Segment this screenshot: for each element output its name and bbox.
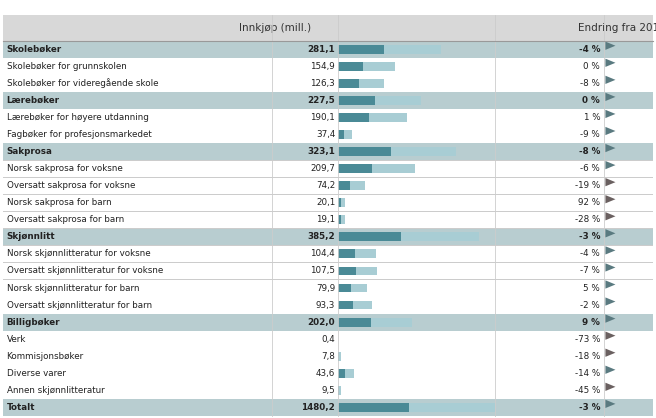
Text: 1 %: 1 % (584, 113, 600, 122)
Text: 0,4: 0,4 (321, 335, 335, 344)
Text: -4 %: -4 % (581, 250, 600, 258)
Text: Sakprosa: Sakprosa (7, 147, 52, 156)
Polygon shape (605, 178, 615, 186)
Text: 9 %: 9 % (583, 318, 600, 326)
Text: Oversatt sakprosa for voksne: Oversatt sakprosa for voksne (7, 181, 135, 190)
Text: 107,5: 107,5 (310, 266, 335, 275)
Text: Innkjøp (mill.): Innkjøp (mill.) (239, 23, 312, 33)
Text: Norsk sakprosa for voksne: Norsk sakprosa for voksne (7, 164, 122, 173)
Text: 20,1: 20,1 (316, 198, 335, 207)
Polygon shape (605, 76, 615, 84)
Polygon shape (605, 127, 615, 135)
Text: 385,2: 385,2 (308, 232, 335, 241)
Polygon shape (605, 314, 615, 323)
Text: -7 %: -7 % (581, 266, 600, 275)
Text: 0 %: 0 % (583, 96, 600, 105)
Polygon shape (605, 144, 615, 152)
Polygon shape (605, 298, 615, 306)
Text: Diverse varer: Diverse varer (7, 369, 66, 378)
Text: -45 %: -45 % (575, 386, 600, 395)
Text: Lærebøker for høyere utdanning: Lærebøker for høyere utdanning (7, 113, 148, 122)
Text: Billigbøker: Billigbøker (7, 318, 60, 326)
Polygon shape (605, 349, 615, 357)
Text: -4 %: -4 % (579, 45, 600, 54)
Text: -8 %: -8 % (579, 147, 600, 156)
Text: Endring fra 2015: Endring fra 2015 (578, 23, 656, 33)
Text: -14 %: -14 % (575, 369, 600, 378)
Text: -6 %: -6 % (581, 164, 600, 173)
Text: 7,8: 7,8 (321, 352, 335, 361)
Text: -28 %: -28 % (575, 215, 600, 224)
Text: Norsk sakprosa for barn: Norsk sakprosa for barn (7, 198, 111, 207)
Text: Fagbøker for profesjonsmarkedet: Fagbøker for profesjonsmarkedet (7, 130, 152, 139)
Polygon shape (605, 366, 615, 374)
Polygon shape (605, 246, 615, 255)
Text: Totalt: Totalt (7, 403, 35, 412)
Text: 281,1: 281,1 (308, 45, 335, 54)
Text: 104,4: 104,4 (310, 250, 335, 258)
Text: 19,1: 19,1 (316, 215, 335, 224)
Polygon shape (605, 59, 615, 67)
Polygon shape (605, 93, 615, 101)
Text: -9 %: -9 % (581, 130, 600, 139)
Text: Verk: Verk (7, 335, 26, 344)
Text: 227,5: 227,5 (308, 96, 335, 105)
Text: Oversatt skjønnlitteratur for voksne: Oversatt skjønnlitteratur for voksne (7, 266, 163, 275)
Text: 323,1: 323,1 (308, 147, 335, 156)
Text: 154,9: 154,9 (310, 62, 335, 71)
Polygon shape (605, 212, 615, 220)
Text: Norsk skjønnlitteratur for barn: Norsk skjønnlitteratur for barn (7, 283, 139, 293)
Text: -8 %: -8 % (581, 79, 600, 88)
Text: Oversatt sakprosa for barn: Oversatt sakprosa for barn (7, 215, 124, 224)
Text: -19 %: -19 % (575, 181, 600, 190)
Text: Oversatt skjønnlitteratur for barn: Oversatt skjønnlitteratur for barn (7, 301, 152, 310)
Text: Annen skjønnlitteratur: Annen skjønnlitteratur (7, 386, 104, 395)
Text: 202,0: 202,0 (308, 318, 335, 326)
Polygon shape (605, 263, 615, 272)
Text: 190,1: 190,1 (310, 113, 335, 122)
Text: 43,6: 43,6 (316, 369, 335, 378)
Text: -3 %: -3 % (579, 403, 600, 412)
Text: Skolebøker for grunnskolen: Skolebøker for grunnskolen (7, 62, 127, 71)
Text: Skolebøker for videregående skole: Skolebøker for videregående skole (7, 79, 158, 88)
Text: Kommisjonsbøker: Kommisjonsbøker (7, 352, 84, 361)
Polygon shape (605, 195, 615, 203)
Polygon shape (605, 400, 615, 408)
Polygon shape (605, 383, 615, 391)
Text: 74,2: 74,2 (316, 181, 335, 190)
Text: 79,9: 79,9 (316, 283, 335, 293)
Text: 126,3: 126,3 (310, 79, 335, 88)
Text: Lærebøker: Lærebøker (7, 96, 60, 105)
Polygon shape (605, 280, 615, 288)
Text: 1480,2: 1480,2 (302, 403, 335, 412)
Text: 37,4: 37,4 (316, 130, 335, 139)
Text: -2 %: -2 % (581, 301, 600, 310)
Polygon shape (605, 42, 615, 50)
Text: 93,3: 93,3 (316, 301, 335, 310)
Text: Skjønnlitt: Skjønnlitt (7, 232, 55, 241)
Text: 9,5: 9,5 (321, 386, 335, 395)
Polygon shape (605, 161, 615, 169)
Polygon shape (605, 110, 615, 118)
Text: 5 %: 5 % (583, 283, 600, 293)
Text: 92 %: 92 % (578, 198, 600, 207)
Polygon shape (605, 331, 615, 340)
Text: Norsk skjønnlitteratur for voksne: Norsk skjønnlitteratur for voksne (7, 250, 150, 258)
Text: Skolebøker: Skolebøker (7, 45, 62, 54)
Text: 0 %: 0 % (583, 62, 600, 71)
Text: 209,7: 209,7 (310, 164, 335, 173)
Text: -18 %: -18 % (575, 352, 600, 361)
Text: -3 %: -3 % (579, 232, 600, 241)
Text: -73 %: -73 % (575, 335, 600, 344)
Polygon shape (605, 229, 615, 237)
